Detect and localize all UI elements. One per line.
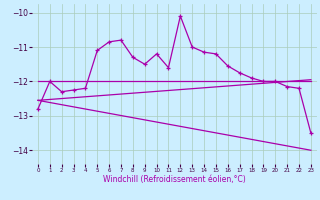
X-axis label: Windchill (Refroidissement éolien,°C): Windchill (Refroidissement éolien,°C) — [103, 175, 246, 184]
